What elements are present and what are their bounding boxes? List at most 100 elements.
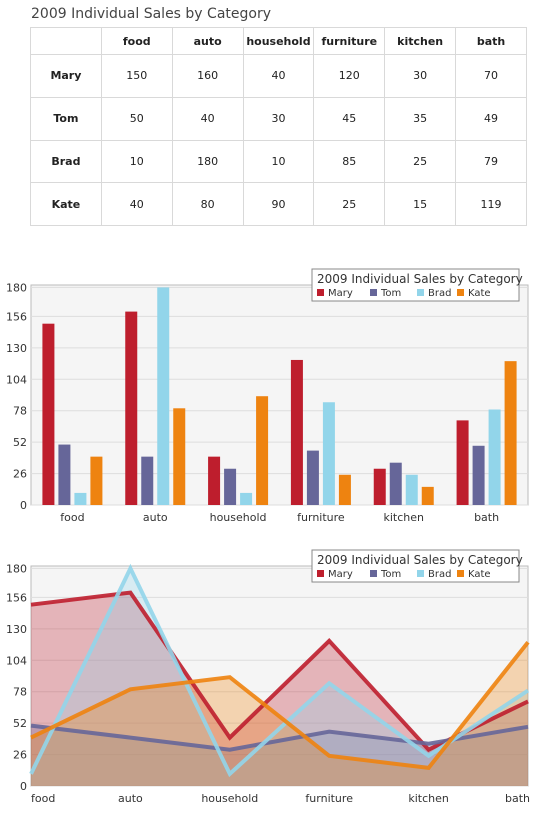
legend-entry: Kate bbox=[468, 288, 491, 299]
table-cell: 30 bbox=[384, 54, 457, 98]
row-header: Mary bbox=[30, 54, 102, 98]
x-tick-label: bath bbox=[505, 792, 530, 805]
area-chart: 0 26 52 78 104 130 156 180 food auto household furn… bbox=[6, 549, 530, 805]
legend-entry: Kate bbox=[468, 569, 491, 580]
plot-area bbox=[30, 284, 529, 506]
bar bbox=[373, 468, 386, 505]
column-header: kitchen bbox=[384, 27, 457, 55]
table-cell: 70 bbox=[455, 54, 527, 98]
bar bbox=[208, 456, 221, 505]
table-cell: 45 bbox=[313, 96, 386, 141]
legend-entry: Mary bbox=[328, 569, 353, 580]
column-header: bath bbox=[455, 27, 527, 55]
bar bbox=[173, 408, 186, 505]
x-tick-label: food bbox=[31, 792, 55, 805]
table-cell: 80 bbox=[171, 182, 244, 226]
x-tick-label: auto bbox=[143, 511, 168, 524]
corner-cell bbox=[30, 27, 102, 55]
table-cell: 180 bbox=[171, 139, 244, 184]
bar bbox=[74, 492, 87, 505]
bar bbox=[256, 396, 269, 505]
bar bbox=[58, 444, 71, 505]
bar bbox=[405, 474, 418, 505]
bar bbox=[90, 456, 103, 505]
table-row: Brad 10 180 10 85 25 79 bbox=[30, 139, 527, 184]
legend-title: 2009 Individual Sales by Category bbox=[317, 272, 523, 286]
bar bbox=[472, 445, 485, 505]
legend-entry: Brad bbox=[428, 569, 451, 580]
legend-entry: Brad bbox=[428, 288, 451, 299]
y-tick-label: 26 bbox=[13, 749, 27, 762]
bar bbox=[240, 492, 253, 505]
legend-swatch bbox=[370, 289, 377, 296]
series-line bbox=[30, 723, 529, 752]
legend-box bbox=[311, 268, 520, 302]
bar bbox=[42, 323, 55, 505]
x-tick-label: household bbox=[201, 792, 258, 805]
row-header: Brad bbox=[30, 139, 102, 184]
bar bbox=[157, 287, 170, 505]
table-cell: 85 bbox=[313, 139, 386, 184]
bar bbox=[224, 468, 237, 505]
table-row: Tom 50 40 30 45 35 49 bbox=[30, 96, 527, 141]
sales-table: food auto household furniture kitchen ba… bbox=[30, 27, 527, 226]
legend-swatch bbox=[457, 289, 464, 296]
y-tick-label: 78 bbox=[13, 405, 27, 418]
y-tick-label: 156 bbox=[6, 591, 27, 604]
table-cell: 25 bbox=[313, 182, 386, 226]
table-cell: 30 bbox=[242, 96, 315, 141]
y-tick-label: 104 bbox=[6, 654, 27, 667]
column-header: furniture bbox=[313, 27, 386, 55]
bar bbox=[456, 420, 469, 505]
row-header: Kate bbox=[30, 182, 102, 226]
table-cell: 150 bbox=[100, 54, 173, 98]
y-tick-label: 156 bbox=[6, 310, 27, 323]
table-cell: 120 bbox=[313, 54, 386, 98]
legend-entry: Tom bbox=[380, 288, 401, 299]
table-cell: 25 bbox=[384, 139, 457, 184]
y-tick-label: 180 bbox=[6, 562, 27, 575]
series-line bbox=[30, 640, 530, 771]
table-header-row: food auto household furniture kitchen ba… bbox=[30, 27, 527, 55]
legend-entry: Tom bbox=[380, 569, 401, 580]
row-header: Tom bbox=[30, 96, 102, 141]
table-cell: 49 bbox=[455, 96, 527, 141]
column-header: food bbox=[100, 27, 173, 55]
bar bbox=[125, 311, 138, 505]
bar-chart: 0 26 52 78 104 130 156 180 food auto household furn… bbox=[6, 268, 529, 524]
legend-swatch bbox=[370, 570, 377, 577]
x-tick-label: auto bbox=[118, 792, 143, 805]
table-cell: 10 bbox=[242, 139, 315, 184]
table-cell: 10 bbox=[100, 139, 173, 184]
column-header: auto bbox=[171, 27, 244, 55]
bar bbox=[504, 361, 517, 505]
y-tick-label: 26 bbox=[13, 468, 27, 481]
legend-swatch bbox=[317, 289, 324, 296]
table-cell: 50 bbox=[100, 96, 173, 141]
x-tick-label: furniture bbox=[297, 511, 345, 524]
y-tick-label: 104 bbox=[6, 373, 27, 386]
y-tick-label: 130 bbox=[6, 342, 27, 355]
legend-box bbox=[311, 549, 520, 583]
legend-swatch bbox=[457, 570, 464, 577]
table-cell: 79 bbox=[455, 139, 527, 184]
table-title: 2009 Individual Sales by Category bbox=[31, 6, 271, 22]
bar bbox=[306, 450, 319, 505]
y-tick-label: 78 bbox=[13, 686, 27, 699]
x-tick-label: food bbox=[60, 511, 84, 524]
column-header: household bbox=[242, 27, 315, 55]
bar bbox=[290, 359, 303, 505]
table-row: Mary 150 160 40 120 30 70 bbox=[30, 54, 527, 98]
x-tick-label: bath bbox=[474, 511, 499, 524]
x-tick-label: household bbox=[210, 511, 267, 524]
bar bbox=[338, 474, 351, 505]
table-row: Kate 40 80 90 25 15 119 bbox=[30, 182, 527, 226]
x-tick-label: kitchen bbox=[408, 792, 449, 805]
bar bbox=[421, 486, 434, 505]
y-tick-label: 180 bbox=[6, 281, 27, 294]
legend-swatch bbox=[417, 570, 424, 577]
y-tick-label: 130 bbox=[6, 623, 27, 636]
table-cell: 119 bbox=[455, 182, 527, 226]
legend-title: 2009 Individual Sales by Category bbox=[317, 553, 523, 567]
bar bbox=[389, 462, 402, 505]
